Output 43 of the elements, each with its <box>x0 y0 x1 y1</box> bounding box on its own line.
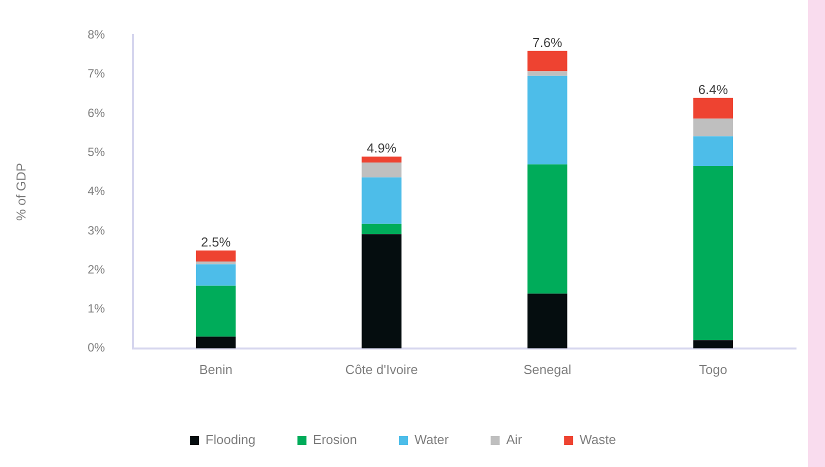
total-label: 6.4% <box>698 82 728 97</box>
y-tick-label: 7% <box>88 66 106 81</box>
y-tick-label: 8% <box>88 28 106 42</box>
bar <box>693 98 734 119</box>
legend-label: Flooding <box>206 432 256 448</box>
bar <box>693 166 734 340</box>
bar <box>693 136 734 166</box>
bar <box>362 177 402 224</box>
bar <box>196 250 236 262</box>
x-tick-label: Senegal <box>523 362 572 377</box>
legend-label: Water <box>414 432 450 448</box>
total-label: 7.6% <box>532 34 563 50</box>
bar <box>362 156 402 162</box>
bar <box>196 261 236 264</box>
bar <box>527 294 568 348</box>
x-tick-label: Togo <box>699 362 728 377</box>
bar <box>362 224 402 234</box>
x-tick-label: Benin <box>199 362 232 377</box>
bar <box>362 234 402 348</box>
total-label: 4.9% <box>366 140 397 156</box>
bar <box>527 71 568 76</box>
bar <box>196 286 236 337</box>
y-axis-title: % of GDP <box>13 162 28 221</box>
bar <box>196 264 236 286</box>
y-tick-label: 5% <box>88 144 106 159</box>
bar <box>196 336 236 348</box>
bar <box>527 76 568 164</box>
y-tick-label: 3% <box>88 223 106 238</box>
y-tick-label: 2% <box>88 262 106 276</box>
legend-label: Erosion <box>312 432 358 448</box>
y-tick-label: 4% <box>88 184 106 198</box>
bar <box>693 118 734 136</box>
x-tick-label: Côte d'Ivoire <box>345 362 418 377</box>
bar <box>362 162 402 178</box>
legend-label: Waste <box>580 432 616 448</box>
y-tick-label: 0% <box>88 340 106 355</box>
y-tick-label: 6% <box>88 106 106 120</box>
y-tick-label: 1% <box>88 302 106 316</box>
bar <box>527 50 568 72</box>
total-label: 2.5% <box>201 234 232 250</box>
bar <box>527 164 568 294</box>
legend-label: Air <box>506 432 523 448</box>
bar <box>693 340 734 348</box>
